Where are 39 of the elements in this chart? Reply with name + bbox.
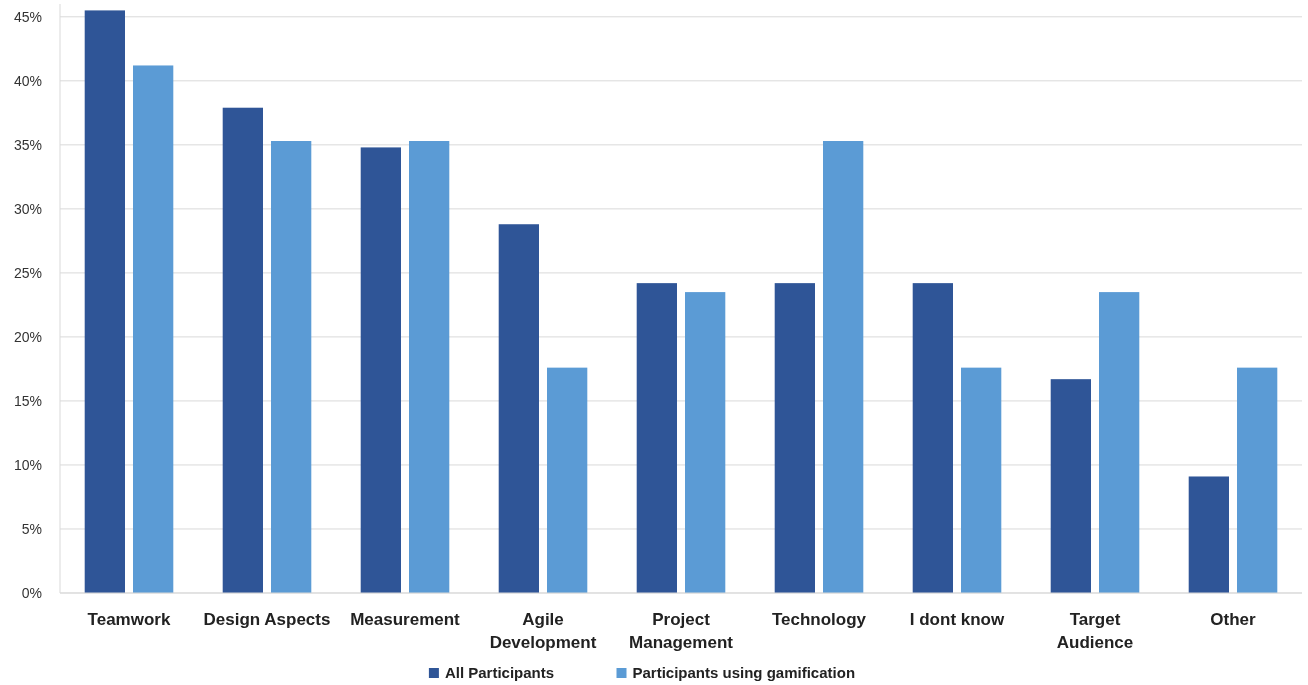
bar — [636, 283, 677, 593]
bar — [1099, 292, 1140, 593]
y-tick-label: 15% — [13, 392, 42, 409]
bar — [774, 283, 815, 593]
x-tick-label: Target Audience — [1056, 610, 1134, 652]
x-tick-label: Design Aspects — [203, 610, 331, 629]
bar — [360, 147, 401, 593]
bar — [1188, 476, 1229, 593]
y-tick-label: 10% — [13, 456, 42, 473]
y-tick-label: 5% — [21, 520, 42, 537]
bar — [961, 367, 1002, 593]
bar — [1237, 367, 1278, 593]
bar — [823, 141, 864, 593]
bar — [547, 367, 588, 593]
bar — [271, 141, 312, 593]
y-tick-label: 25% — [13, 264, 42, 281]
x-tick-label: Teamwork — [87, 610, 171, 629]
y-tick-label: 35% — [13, 136, 42, 153]
bar — [1050, 379, 1091, 593]
legend-label: Participants using gamification — [632, 664, 856, 682]
y-tick-label: 40% — [13, 72, 42, 89]
x-tick-label: Agile Development — [489, 610, 597, 652]
x-tick-label: Project Management — [629, 610, 734, 652]
y-tick-label: 30% — [13, 200, 42, 217]
x-tick-label: Measurement — [350, 610, 461, 629]
y-tick-label: 45% — [13, 8, 42, 25]
x-tick-label: I dont know — [909, 610, 1005, 629]
y-tick-label: 20% — [13, 328, 42, 345]
bar — [222, 107, 263, 593]
bar — [409, 141, 450, 593]
legend-label: All Participants — [444, 664, 555, 682]
bar — [912, 283, 953, 593]
x-tick-label: Other — [1210, 610, 1257, 629]
bar — [685, 292, 726, 593]
bar — [84, 10, 125, 593]
x-tick-label: Technology — [771, 610, 867, 629]
bar — [133, 65, 174, 593]
y-tick-label: 0% — [21, 584, 42, 601]
bar — [498, 224, 539, 593]
